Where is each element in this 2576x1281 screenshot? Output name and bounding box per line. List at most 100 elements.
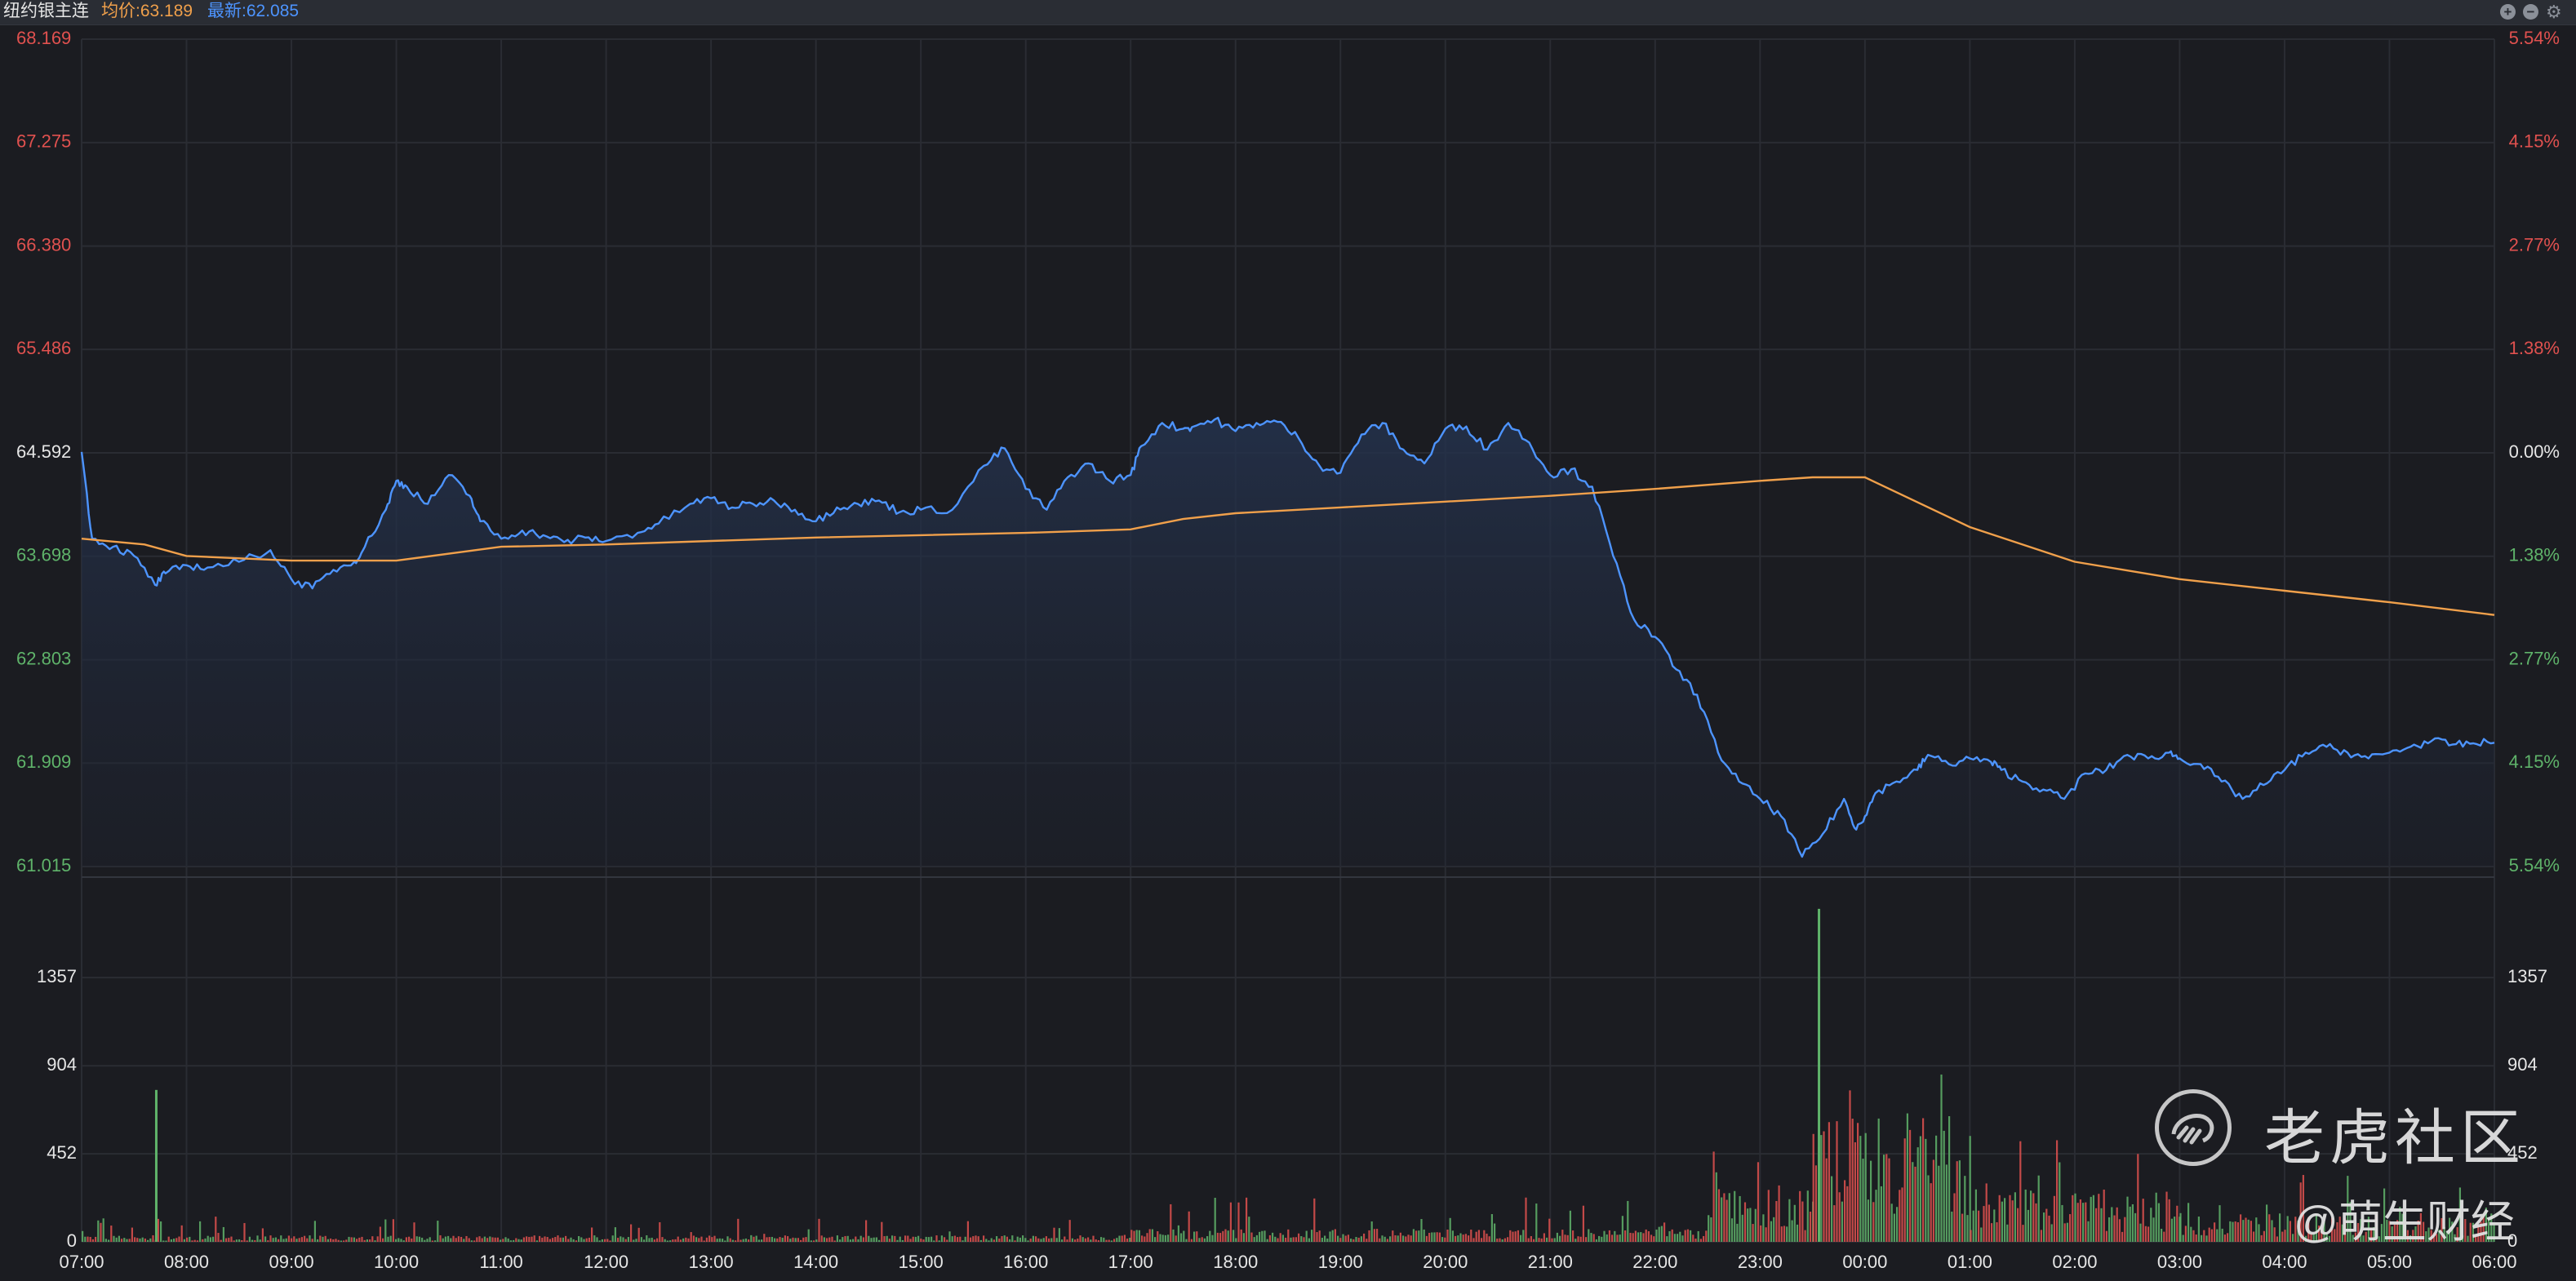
volume-bar <box>2053 1195 2055 1242</box>
volume-bar <box>1569 1210 1571 1242</box>
volume-bar <box>1862 1159 1864 1242</box>
volume-bar <box>993 1239 995 1242</box>
volume-bar <box>439 1234 442 1242</box>
volume-bar <box>1634 1230 1637 1242</box>
volume-bar <box>985 1239 988 1242</box>
volume-bar <box>852 1239 855 1242</box>
volume-bar <box>1009 1239 1011 1242</box>
volume-bar <box>147 1239 149 1242</box>
volume-bar <box>2380 1224 2383 1242</box>
volume-bar <box>2286 1216 2289 1242</box>
volume-bar <box>1859 1136 1862 1242</box>
volume-bar <box>1032 1235 1034 1242</box>
volume-bar <box>713 1235 716 1242</box>
volume-bar <box>1945 1164 1948 1242</box>
volume-bar <box>1514 1231 1517 1242</box>
volume-bar <box>2441 1217 2443 1242</box>
gear-icon[interactable]: ⚙ <box>2546 2 2562 22</box>
volume-bar <box>2315 1214 2317 1242</box>
volume-bar <box>189 1236 191 1242</box>
volume-bar <box>1363 1233 1366 1242</box>
volume-bar <box>1029 1238 1032 1242</box>
volume-bar <box>1988 1204 1990 1242</box>
volume-bar <box>596 1237 598 1242</box>
volume-bar <box>1996 1221 1998 1242</box>
chart-header: 纽约银主连 均价:63.189 最新:62.085 + − ⚙ <box>0 0 2576 25</box>
volume-bar <box>664 1239 666 1242</box>
volume-bar <box>2079 1199 2081 1242</box>
volume-bar <box>340 1240 342 1242</box>
volume-bar <box>925 1236 927 1242</box>
volume-bar <box>815 1239 818 1242</box>
percent-tick-label: 2.77% <box>2509 648 2560 668</box>
volume-bar <box>1232 1230 1235 1242</box>
volume-bar <box>1019 1237 1021 1242</box>
volume-bar <box>483 1236 486 1242</box>
volume-bar <box>291 1238 293 1242</box>
volume-bar <box>1183 1230 1185 1242</box>
volume-bar <box>1240 1229 1242 1242</box>
volume-bar <box>82 1230 84 1242</box>
volume-bar <box>2074 1193 2076 1242</box>
instrument-title: 纽约银主连 <box>3 2 89 20</box>
volume-bar <box>152 1234 154 1242</box>
zoom-out-icon[interactable]: − <box>2523 4 2538 20</box>
volume-bar <box>2056 1140 2059 1242</box>
volume-bar <box>1747 1208 1749 1242</box>
volume-bar <box>1658 1226 1660 1242</box>
volume-bar <box>507 1238 509 1242</box>
volume-bar <box>154 1089 158 1242</box>
volume-bar <box>1692 1234 1694 1242</box>
volume-bar <box>1196 1231 1198 1242</box>
volume-bar <box>1723 1193 1725 1242</box>
volume-bar <box>687 1238 690 1242</box>
volume-tick-label: 904 <box>2507 1054 2538 1075</box>
volume-bar <box>797 1238 799 1242</box>
volume-bar <box>272 1238 274 1242</box>
volume-bar <box>1259 1231 1261 1242</box>
volume-bar <box>755 1235 757 1242</box>
volume-bar <box>669 1240 672 1242</box>
percent-tick-label: 5.54% <box>2509 855 2560 875</box>
volume-bar <box>2365 1231 2367 1242</box>
average-price-label: 均价:63.189 <box>101 2 193 20</box>
volume-bar <box>434 1240 437 1242</box>
percent-tick-label: 2.77% <box>2509 234 2560 255</box>
volume-bar <box>1530 1236 1532 1242</box>
volume-bar <box>805 1237 807 1242</box>
volume-bar <box>1193 1231 1196 1242</box>
volume-bar <box>1053 1227 1055 1242</box>
volume-bar <box>2214 1222 2216 1242</box>
time-tick-label: 11:00 <box>479 1252 522 1272</box>
volume-bar <box>2310 1234 2312 1242</box>
percent-tick-label: 4.15% <box>2509 751 2560 772</box>
volume-bar <box>1991 1223 1993 1242</box>
zoom-in-icon[interactable]: + <box>2500 4 2516 20</box>
volume-bar <box>679 1239 682 1242</box>
volume-bar <box>413 1222 415 1242</box>
volume-bar <box>1909 1129 1912 1242</box>
volume-bar <box>630 1224 633 1242</box>
volume-bar <box>2250 1221 2252 1242</box>
volume-bar <box>1126 1238 1129 1242</box>
volume-bar <box>914 1236 917 1242</box>
volume-bar <box>280 1235 282 1242</box>
volume-bar <box>1728 1193 1730 1242</box>
volume-bar <box>2284 1230 2286 1242</box>
volume-bar <box>2234 1221 2236 1242</box>
volume-bar <box>337 1239 340 1242</box>
volume-bar <box>1595 1239 1597 1242</box>
tiger-logo-icon <box>2155 1089 2232 1166</box>
volume-bar <box>494 1237 496 1242</box>
volume-bar <box>220 1239 222 1242</box>
volume-bar <box>470 1240 473 1242</box>
volume-bar <box>2061 1204 2063 1242</box>
volume-bar <box>2404 1224 2406 1242</box>
watermark: 老虎社区 @萌生财经 <box>2155 1081 2522 1247</box>
volume-bar <box>387 1236 389 1242</box>
volume-bar <box>935 1235 938 1242</box>
volume-bar <box>2001 1201 2003 1242</box>
volume-bar <box>165 1240 167 1242</box>
volume-bar <box>1980 1227 1983 1242</box>
volume-bar <box>1857 1123 1859 1242</box>
